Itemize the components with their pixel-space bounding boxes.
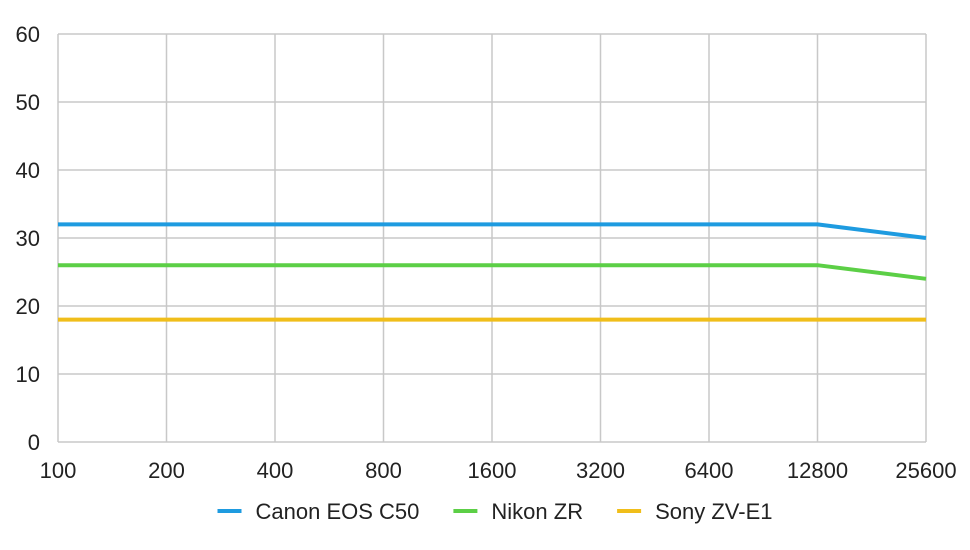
x-tick-label: 400 [257,458,294,483]
y-axis-tick-labels: 0 10 20 30 40 50 60 [16,22,40,455]
legend-item: Nikon ZR [453,499,583,524]
y-tick-label: 20 [16,294,40,319]
x-tick-label: 25600 [895,458,956,483]
x-tick-label: 100 [40,458,77,483]
legend-item: Canon EOS C50 [217,499,420,524]
y-tick-label: 30 [16,226,40,251]
x-tick-label: 3200 [576,458,625,483]
y-tick-label: 40 [16,158,40,183]
y-tick-label: 60 [16,22,40,47]
legend-item: Sony ZV-E1 [617,499,772,524]
x-tick-label: 200 [148,458,185,483]
grid [57,33,927,443]
x-axis-tick-labels: 100 200 400 800 1600 3200 6400 12800 25600 [40,458,957,483]
x-tick-label: 12800 [787,458,848,483]
series-lines [58,222,927,322]
legend-label: Nikon ZR [491,499,583,524]
legend-label: Canon EOS C50 [256,499,420,524]
x-tick-label: 1600 [468,458,517,483]
y-tick-label: 50 [16,90,40,115]
series-line-nikon-zr [58,263,927,281]
legend: Canon EOS C50 Nikon ZR Sony ZV-E1 [217,499,772,524]
series-line-canon-eos-c50 [58,222,927,240]
legend-label: Sony ZV-E1 [655,499,772,524]
y-tick-label: 10 [16,362,40,387]
y-tick-label: 0 [28,430,40,455]
x-tick-label: 6400 [685,458,734,483]
x-tick-label: 800 [365,458,402,483]
